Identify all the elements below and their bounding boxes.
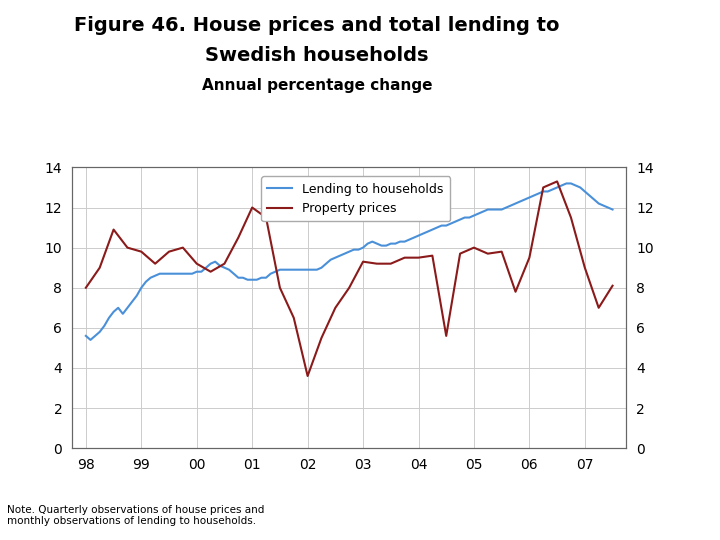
Property prices <box>442 333 451 339</box>
Lending to households <box>86 336 95 343</box>
Property prices <box>81 285 90 291</box>
Property prices <box>96 265 104 271</box>
Property prices <box>261 214 270 221</box>
Lending to households <box>81 333 90 339</box>
Property prices <box>123 245 132 251</box>
Text: Sources: Statistics Sweden and the Riksbank: Sources: Statistics Sweden and the Riksb… <box>359 512 713 526</box>
Text: Figure 46. House prices and total lending to: Figure 46. House prices and total lendin… <box>74 16 559 35</box>
Property prices <box>372 260 381 267</box>
Property prices <box>220 260 229 267</box>
Property prices <box>165 248 174 255</box>
Lending to households <box>562 180 571 187</box>
Property prices <box>456 251 464 257</box>
Property prices <box>317 335 325 341</box>
Property prices <box>276 285 284 291</box>
Lending to households <box>207 260 215 267</box>
Property prices <box>248 204 256 211</box>
Property prices <box>498 248 506 255</box>
Line: Lending to households: Lending to households <box>86 184 613 340</box>
Property prices <box>151 260 160 267</box>
Lending to households <box>156 271 164 277</box>
Property prices <box>553 178 562 185</box>
Property prices <box>234 234 243 241</box>
Property prices <box>303 373 312 379</box>
Text: Note. Quarterly observations of house prices and
monthly observations of lending: Note. Quarterly observations of house pr… <box>7 505 264 526</box>
Property prices <box>484 251 492 257</box>
Property prices <box>539 184 548 191</box>
Property prices <box>525 254 534 261</box>
Property prices <box>414 254 423 261</box>
Property prices <box>567 214 575 221</box>
Property prices <box>428 252 437 259</box>
Property prices <box>387 260 395 267</box>
Text: Swedish households: Swedish households <box>205 46 428 65</box>
Property prices <box>331 305 340 311</box>
Property prices <box>580 265 589 271</box>
Text: SVERIGES
RIKSBANK: SVERIGES RIKSBANK <box>642 67 686 86</box>
Property prices <box>207 268 215 275</box>
Legend: Lending to households, Property prices: Lending to households, Property prices <box>261 177 450 221</box>
Lending to households <box>405 237 413 243</box>
Line: Property prices: Property prices <box>86 181 613 376</box>
Lending to households <box>548 186 557 193</box>
Property prices <box>289 315 298 321</box>
Lending to households <box>285 266 294 273</box>
Property prices <box>608 282 617 289</box>
Property prices <box>359 259 367 265</box>
Property prices <box>345 285 354 291</box>
Property prices <box>179 245 187 251</box>
Lending to households <box>257 274 266 281</box>
Property prices <box>595 305 603 311</box>
Property prices <box>137 248 145 255</box>
Property prices <box>511 288 520 295</box>
Text: Annual percentage change: Annual percentage change <box>202 78 432 93</box>
Property prices <box>469 245 478 251</box>
Property prices <box>109 226 118 233</box>
Property prices <box>400 254 409 261</box>
Property prices <box>192 260 201 267</box>
Lending to households <box>608 206 617 213</box>
